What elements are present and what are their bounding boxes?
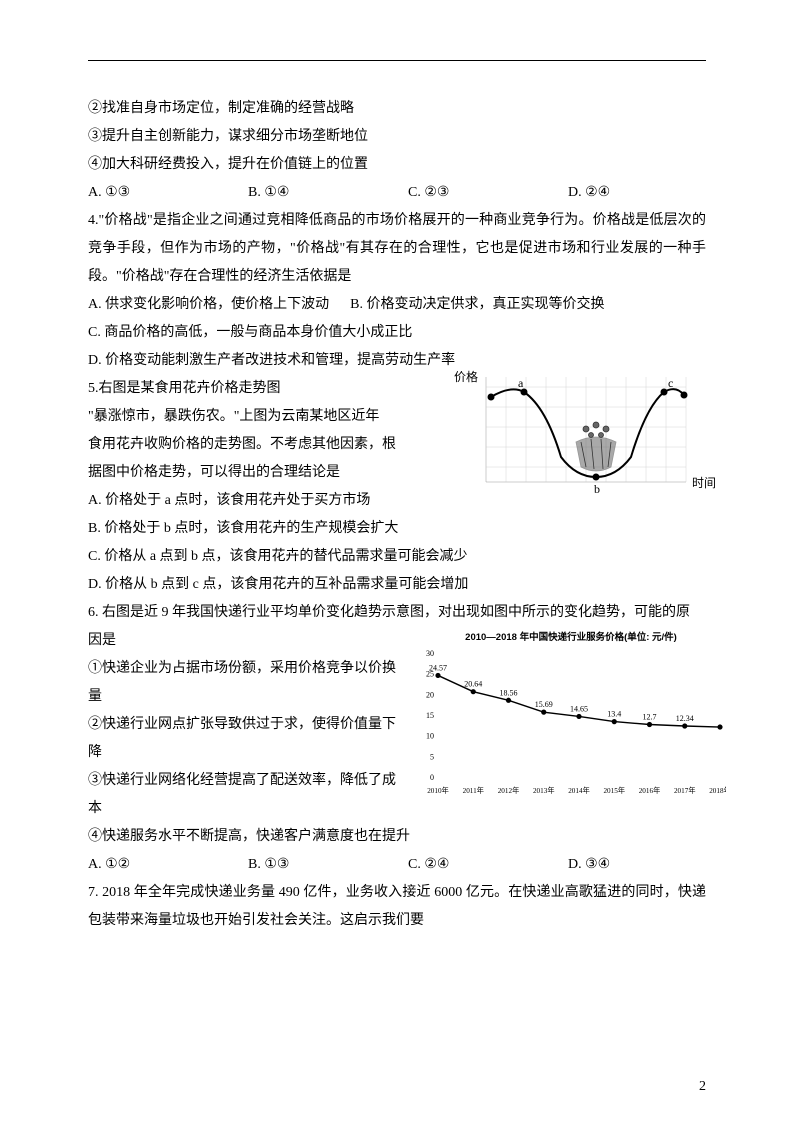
svg-text:2010年: 2010年: [427, 786, 449, 795]
q6-block: 6. 右图是近 9 年我国快递行业平均单价变化趋势示意图，对出现如图中所示的变化…: [88, 599, 706, 823]
page-number: 2: [699, 1079, 706, 1095]
q6-chart-title: 2010—2018 年中国快递行业服务价格(单位: 元/件): [416, 629, 726, 643]
svg-text:时间: 时间: [692, 476, 716, 490]
svg-text:2017年: 2017年: [674, 786, 696, 795]
q5-l1: 5.右图是某食用花卉价格走势图: [88, 375, 418, 403]
svg-text:2015年: 2015年: [603, 786, 625, 795]
q5-l3: 食用花卉收购价格的走势图。不考虑其他因素，根: [88, 431, 418, 459]
q4-opt-a: A. 供求变化影响价格，使价格上下波动: [88, 297, 329, 312]
q3-pre-3: ③提升自主创新能力，谋求细分市场垄断地位: [88, 123, 706, 151]
svg-text:a: a: [518, 376, 524, 390]
svg-text:18.56: 18.56: [500, 688, 518, 697]
svg-text:24.57: 24.57: [429, 663, 447, 672]
q3-opt-d: D. ②④: [568, 179, 688, 207]
svg-text:2016年: 2016年: [639, 786, 661, 795]
q6-l1: 6. 右图是近 9 年我国快递行业平均单价变化趋势示意图，对出现如图中所示的变化…: [88, 599, 706, 627]
q3-opt-c: C. ②③: [408, 179, 568, 207]
q3-pre-2: ②找准自身市场定位，制定准确的经营战略: [88, 95, 706, 123]
svg-text:20.64: 20.64: [464, 680, 482, 689]
svg-text:2014年: 2014年: [568, 786, 590, 795]
q4-stem: 4."价格战"是指企业之间通过竞相降低商品的市场价格展开的一种商业竞争行为。价格…: [88, 207, 706, 291]
q4-ab: A. 供求变化影响价格，使价格上下波动 B. 价格变动决定供求，真正实现等价交换: [88, 291, 706, 319]
q6-options: A. ①② B. ①③ C. ②④ D. ③④: [88, 851, 706, 879]
svg-text:12.34: 12.34: [676, 714, 694, 723]
svg-text:2012年: 2012年: [498, 786, 520, 795]
q6-opt-b: B. ①③: [248, 851, 408, 879]
q4-opt-b: B. 价格变动决定供求，真正实现等价交换: [350, 297, 604, 312]
q6-l6: 降: [88, 739, 398, 767]
svg-text:15: 15: [426, 711, 434, 720]
svg-text:15.69: 15.69: [535, 700, 553, 709]
q6-l4: 量: [88, 683, 398, 711]
q5-l2: "暴涨惊市，暴跌伤农。"上图为云南某地区近年: [88, 403, 418, 431]
svg-text:14.65: 14.65: [570, 704, 588, 713]
q4-opt-c: C. 商品价格的高低，一般与商品本身价值大小成正比: [88, 319, 706, 347]
svg-text:b: b: [594, 482, 600, 496]
q3-opt-a: A. ①③: [88, 179, 248, 207]
q6-opt-a: A. ①②: [88, 851, 248, 879]
svg-text:2018年: 2018年: [709, 786, 726, 795]
q6-l2: 因是: [88, 627, 398, 655]
q5-opt-b: B. 价格处于 b 点时，该食用花卉的生产规模会扩大: [88, 515, 706, 543]
q5-graph: 价格 时间: [446, 367, 726, 497]
q5-opt-c: C. 价格从 a 点到 b 点，该食用花卉的替代品需求量可能会减少: [88, 543, 706, 571]
svg-text:2011年: 2011年: [463, 786, 484, 795]
exam-page: ②找准自身市场定位，制定准确的经营战略 ③提升自主创新能力，谋求细分市场垄断地位…: [0, 0, 794, 975]
q6-chart: 2010—2018 年中国快递行业服务价格(单位: 元/件) 0 5 10 15 20 2…: [416, 629, 726, 799]
q6-l7: ③快递行业网络化经营提高了配送效率，降低了成: [88, 767, 398, 795]
q6-l8: 本: [88, 795, 398, 823]
svg-text:12.7: 12.7: [643, 713, 657, 722]
q6-l9: ④快递服务水平不断提高，快递客户满意度也在提升: [88, 823, 706, 851]
svg-text:5: 5: [430, 752, 434, 761]
svg-text:2013年: 2013年: [533, 786, 555, 795]
svg-text:13.4: 13.4: [607, 710, 621, 719]
svg-text:20: 20: [426, 690, 434, 699]
svg-text:价格: 价格: [454, 369, 478, 384]
q3-opt-b: B. ①④: [248, 179, 408, 207]
q6-l3: ①快递企业为占据市场份额，采用价格竞争以价换: [88, 655, 398, 683]
q6-l5: ②快递行业网点扩张导致供过于求，使得价值量下: [88, 711, 398, 739]
q3-pre-4: ④加大科研经费投入，提升在价值链上的位置: [88, 151, 706, 179]
q6-opt-d: D. ③④: [568, 851, 688, 879]
q6-opt-c: C. ②④: [408, 851, 568, 879]
q5-l4: 据图中价格走势，可以得出的合理结论是: [88, 459, 418, 487]
svg-text:c: c: [668, 376, 673, 390]
q3-options: A. ①③ B. ①④ C. ②③ D. ②④: [88, 179, 706, 207]
q5-opt-d: D. 价格从 b 点到 c 点，该食用花卉的互补品需求量可能会增加: [88, 571, 706, 599]
q5-block: 5.右图是某食用花卉价格走势图 "暴涨惊市，暴跌伤农。"上图为云南某地区近年 食…: [88, 375, 706, 487]
svg-text:30: 30: [426, 649, 434, 658]
svg-text:10: 10: [426, 732, 434, 741]
q7-stem: 7. 2018 年全年完成快递业务量 490 亿件，业务收入接近 6000 亿元…: [88, 879, 706, 935]
svg-text:0: 0: [430, 773, 434, 782]
header-rule: [88, 60, 706, 61]
